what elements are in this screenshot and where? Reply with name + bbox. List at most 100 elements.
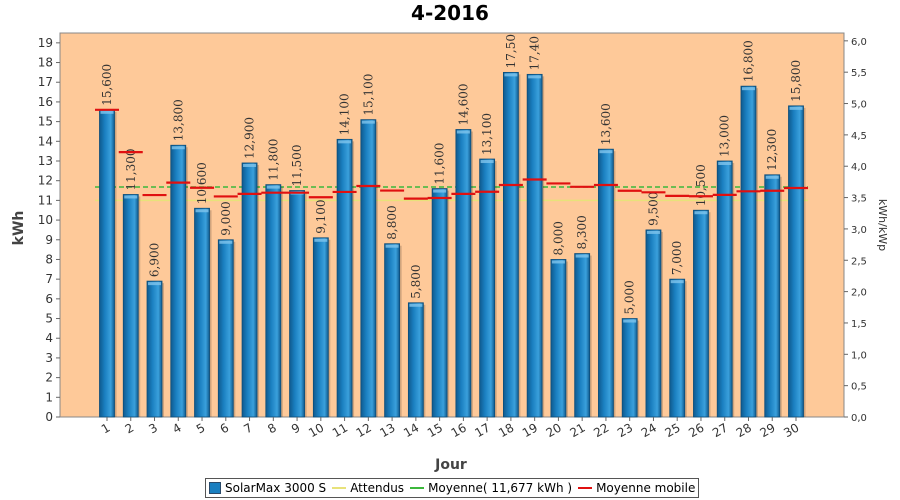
x-tick-label: 22: [591, 420, 611, 440]
bar: [669, 278, 686, 418]
bar-value-label: 7,000: [670, 241, 684, 275]
bar: [455, 129, 472, 418]
bar: [170, 144, 187, 418]
bar-top-highlight: [528, 75, 542, 79]
bar: [431, 188, 448, 418]
bar: [621, 318, 638, 418]
bar-top-highlight: [338, 140, 352, 144]
y-tick-label: 1: [45, 390, 53, 404]
bar-top-highlight: [100, 110, 114, 114]
bar-top-highlight: [195, 209, 209, 213]
y-tick-label: 0: [45, 410, 53, 424]
bar-value-label: 8,000: [551, 221, 565, 255]
bar-top-highlight: [361, 120, 375, 124]
bar-value-label: 10,500: [694, 164, 708, 206]
bar-value-label: 11,800: [266, 139, 280, 181]
y-right-tick-label: 6,0: [851, 37, 867, 48]
bar-value-label: 13,100: [480, 113, 494, 155]
bar: [241, 162, 258, 418]
x-tick-label: 7: [241, 420, 255, 436]
x-tick-label: 20: [544, 420, 564, 440]
bar-top-highlight: [171, 146, 185, 150]
plot-area: [59, 32, 845, 418]
x-tick-label: 21: [567, 420, 587, 440]
bar-top-highlight: [219, 240, 233, 244]
bar-top-highlight: [765, 175, 779, 179]
bar: [598, 148, 614, 418]
bar-value-label: 15,100: [361, 74, 375, 116]
x-tick-label: 11: [330, 420, 350, 440]
bar: [122, 194, 139, 418]
bar: [574, 253, 591, 418]
bar-value-label: 6,900: [148, 243, 162, 277]
bar-top-highlight: [385, 244, 399, 248]
bar: [550, 259, 567, 418]
bar-value-label: 17,50: [504, 34, 518, 68]
bar: [645, 229, 662, 418]
x-tick-label: 17: [472, 420, 492, 440]
y-right-tick-label: 4,0: [851, 162, 867, 173]
bar-value-label: 9,500: [646, 192, 660, 226]
bar: [384, 243, 401, 418]
bar: [99, 109, 115, 418]
x-tick-label: 23: [615, 420, 635, 440]
bar-value-label: 9,100: [314, 199, 328, 233]
x-tick-label: 12: [354, 420, 374, 440]
y-tick-label: 9: [45, 233, 53, 247]
x-tick-label: 4: [170, 420, 184, 436]
bar-value-label: 13,600: [599, 103, 613, 145]
y-tick-label: 12: [38, 174, 53, 188]
y-tick-label: 3: [45, 351, 53, 365]
bar-top-highlight: [480, 160, 494, 164]
bar: [740, 85, 757, 418]
legend-item-moyenne-mobile: Moyenne mobile: [578, 481, 695, 495]
bar: [502, 71, 519, 418]
x-tick-label: 28: [734, 420, 754, 440]
bar-top-highlight: [670, 280, 684, 284]
x-tick-label: 9: [289, 420, 303, 436]
legend-item-solarmax: SolarMax 3000 S: [209, 481, 326, 495]
bar-value-label: 14,600: [456, 83, 470, 125]
x-tick-label: 15: [425, 420, 445, 440]
x-tick-label: 2: [123, 420, 137, 436]
y-tick-label: 14: [38, 134, 53, 148]
bar-value-label: 16,800: [741, 40, 755, 82]
chart-title: 4-2016: [411, 1, 489, 25]
bar: [336, 138, 353, 418]
x-tick-label: 27: [710, 420, 730, 440]
x-tick-label: 19: [520, 420, 540, 440]
legend-swatch-solarmax: [209, 482, 221, 494]
y-right-tick-label: 5,0: [851, 100, 867, 111]
bar-value-label: 11,600: [433, 143, 447, 185]
bar: [479, 158, 496, 418]
bar: [360, 119, 377, 418]
y-axis-right-title: kWh/kWp: [876, 199, 889, 251]
y-right-tick-label: 3,0: [851, 225, 867, 236]
legend-item-moyenne: Moyenne( 11,677 kWh ): [410, 481, 572, 495]
bar-top-highlight: [124, 195, 138, 199]
y-tick-label: 17: [38, 75, 53, 89]
bar-value-label: 8,300: [575, 215, 589, 249]
y-tick-label: 19: [38, 36, 53, 50]
x-tick-label: 25: [662, 420, 682, 440]
y-right-tick-label: 0,0: [851, 413, 867, 424]
bar-top-highlight: [504, 73, 518, 77]
chart-axes: 0123456789101112131415161718190,00,51,01…: [38, 36, 867, 440]
bar-top-highlight: [575, 254, 589, 258]
bar-top-highlight: [314, 238, 328, 242]
bar-top-highlight: [718, 162, 732, 165]
y-tick-label: 5: [45, 312, 53, 326]
y-tick-label: 4: [45, 331, 53, 345]
bar-top-highlight: [243, 163, 257, 167]
x-tick-label: 29: [758, 420, 778, 440]
bar: [146, 280, 163, 418]
bar: [289, 190, 305, 418]
bar-top-highlight: [646, 230, 660, 234]
bar-value-label: 15,800: [789, 60, 803, 102]
x-tick-label: 1: [99, 420, 113, 436]
bar-top-highlight: [148, 282, 162, 286]
bar: [194, 207, 210, 418]
bar-top-highlight: [551, 260, 565, 264]
y-tick-label: 8: [45, 252, 53, 266]
